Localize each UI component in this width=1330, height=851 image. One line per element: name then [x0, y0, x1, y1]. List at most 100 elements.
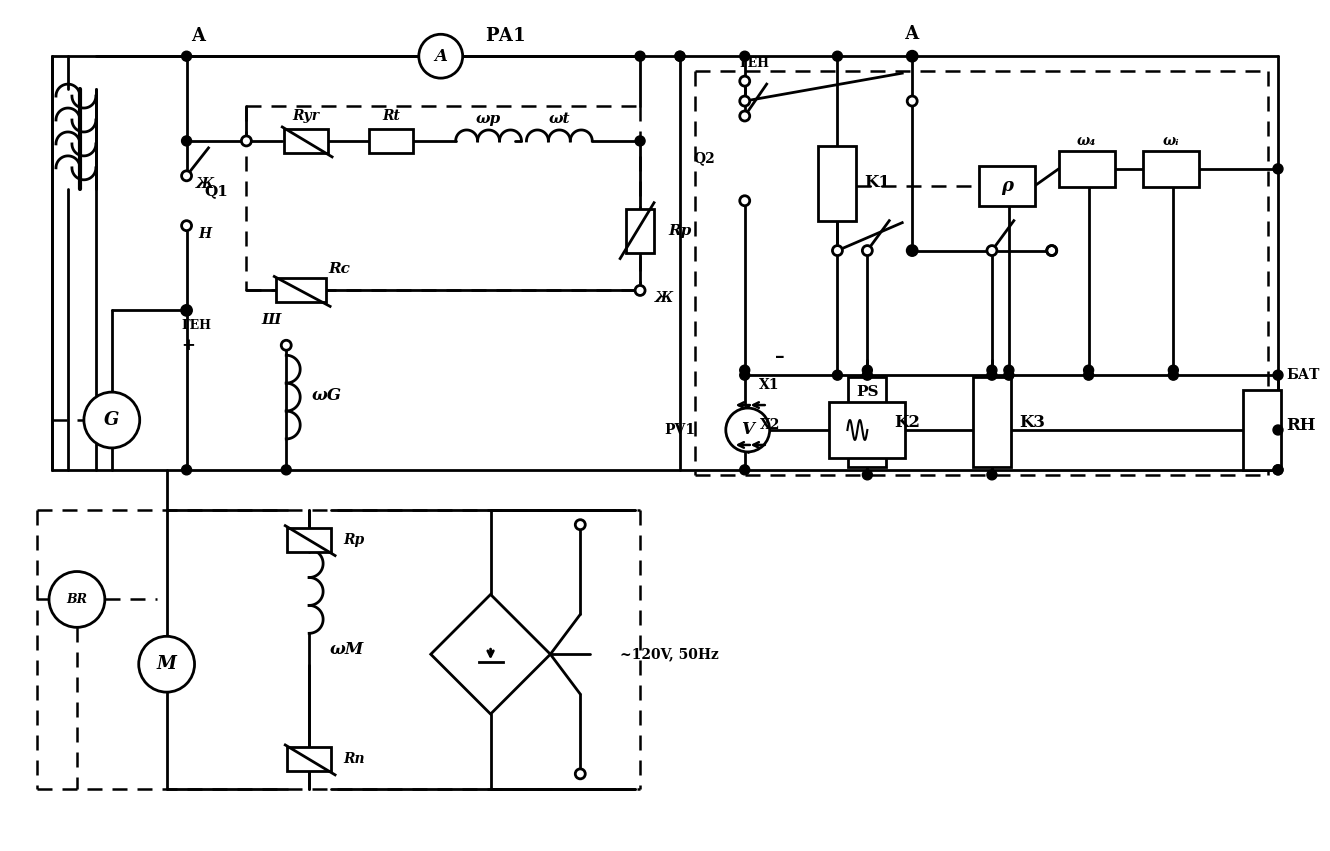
Circle shape [1004, 365, 1013, 375]
Circle shape [138, 637, 194, 692]
Text: ωt: ωt [548, 112, 571, 126]
Bar [849, 377, 886, 467]
Text: Q1: Q1 [205, 184, 229, 197]
Text: А: А [904, 26, 919, 43]
Circle shape [987, 470, 998, 480]
Circle shape [419, 34, 463, 78]
Bar [818, 146, 857, 220]
Text: Ж: Ж [196, 177, 214, 191]
Circle shape [576, 768, 585, 779]
Bar [285, 129, 329, 153]
Circle shape [862, 470, 872, 480]
Text: ωM: ωM [330, 641, 364, 658]
Circle shape [907, 51, 918, 61]
Text: РА1: РА1 [485, 27, 525, 45]
Text: Ш: Ш [262, 313, 281, 328]
Circle shape [576, 520, 585, 529]
Circle shape [84, 392, 140, 448]
Circle shape [281, 465, 291, 475]
Text: ΡS: ΡS [857, 386, 879, 399]
Text: ~120V, 50Hz: ~120V, 50Hz [620, 648, 720, 661]
Text: ωр: ωр [476, 112, 501, 126]
Circle shape [862, 370, 872, 380]
Circle shape [726, 408, 770, 452]
Text: Rуr: Rуr [293, 109, 319, 123]
Circle shape [907, 246, 918, 255]
Circle shape [636, 51, 645, 61]
Text: Ж: Ж [656, 291, 673, 306]
Text: K1: K1 [864, 174, 890, 191]
Circle shape [987, 246, 998, 255]
Text: +: + [182, 337, 196, 354]
Text: X2: X2 [759, 418, 779, 432]
Text: РV1: РV1 [664, 423, 694, 437]
Bar [287, 528, 331, 551]
Text: Q2: Q2 [693, 151, 714, 165]
Circle shape [281, 340, 291, 351]
Circle shape [833, 51, 842, 61]
Text: V: V [741, 421, 754, 438]
Text: G: G [104, 411, 120, 429]
Bar [830, 402, 906, 458]
Circle shape [987, 365, 998, 375]
Bar [974, 377, 1011, 467]
Circle shape [987, 370, 998, 380]
Text: Rр: Rр [343, 533, 364, 546]
Circle shape [739, 111, 750, 121]
Text: ω₄: ω₄ [1077, 134, 1096, 148]
Text: –: – [775, 348, 785, 366]
Text: Н: Н [198, 226, 211, 241]
Text: BR: BR [66, 593, 88, 606]
Text: Rп: Rп [343, 752, 364, 766]
Circle shape [833, 370, 842, 380]
Text: M: M [157, 655, 177, 673]
Circle shape [182, 136, 192, 146]
Text: ρ: ρ [1001, 177, 1013, 195]
Circle shape [674, 51, 685, 61]
Text: Rр: Rр [668, 224, 692, 237]
Bar [368, 129, 412, 153]
Text: ГЕН: ГЕН [739, 57, 770, 70]
Text: A: A [192, 27, 206, 45]
Circle shape [1273, 370, 1283, 380]
Circle shape [739, 51, 750, 61]
Text: ГЕН: ГЕН [182, 319, 211, 332]
Circle shape [49, 572, 105, 627]
Circle shape [1168, 365, 1178, 375]
Circle shape [1047, 246, 1057, 255]
Text: K2: K2 [894, 414, 920, 431]
Circle shape [182, 171, 192, 180]
Circle shape [862, 246, 872, 255]
Circle shape [636, 136, 645, 146]
Bar [287, 747, 331, 771]
Circle shape [739, 365, 750, 375]
Circle shape [182, 306, 192, 316]
Circle shape [907, 51, 918, 61]
Circle shape [636, 285, 645, 295]
Text: БАТ: БАТ [1286, 368, 1319, 382]
Circle shape [636, 285, 645, 295]
Text: Rc: Rc [329, 261, 350, 276]
Circle shape [182, 220, 192, 231]
Circle shape [862, 365, 872, 375]
Circle shape [1273, 465, 1283, 475]
Text: K3: K3 [1019, 414, 1045, 431]
Circle shape [907, 246, 918, 255]
Circle shape [241, 136, 251, 146]
Bar [1144, 151, 1200, 186]
Circle shape [1273, 164, 1283, 174]
Circle shape [182, 465, 192, 475]
Text: X1: X1 [759, 378, 779, 392]
Circle shape [739, 465, 750, 475]
Circle shape [1047, 246, 1057, 255]
Circle shape [739, 370, 750, 380]
Circle shape [1004, 370, 1013, 380]
Circle shape [739, 76, 750, 86]
Circle shape [1084, 365, 1093, 375]
Text: RН: RН [1286, 416, 1315, 433]
Text: ωᵢ: ωᵢ [1162, 134, 1180, 148]
Circle shape [739, 196, 750, 206]
Bar [1244, 390, 1281, 470]
Circle shape [182, 51, 192, 61]
Text: Rt: Rt [382, 109, 400, 123]
